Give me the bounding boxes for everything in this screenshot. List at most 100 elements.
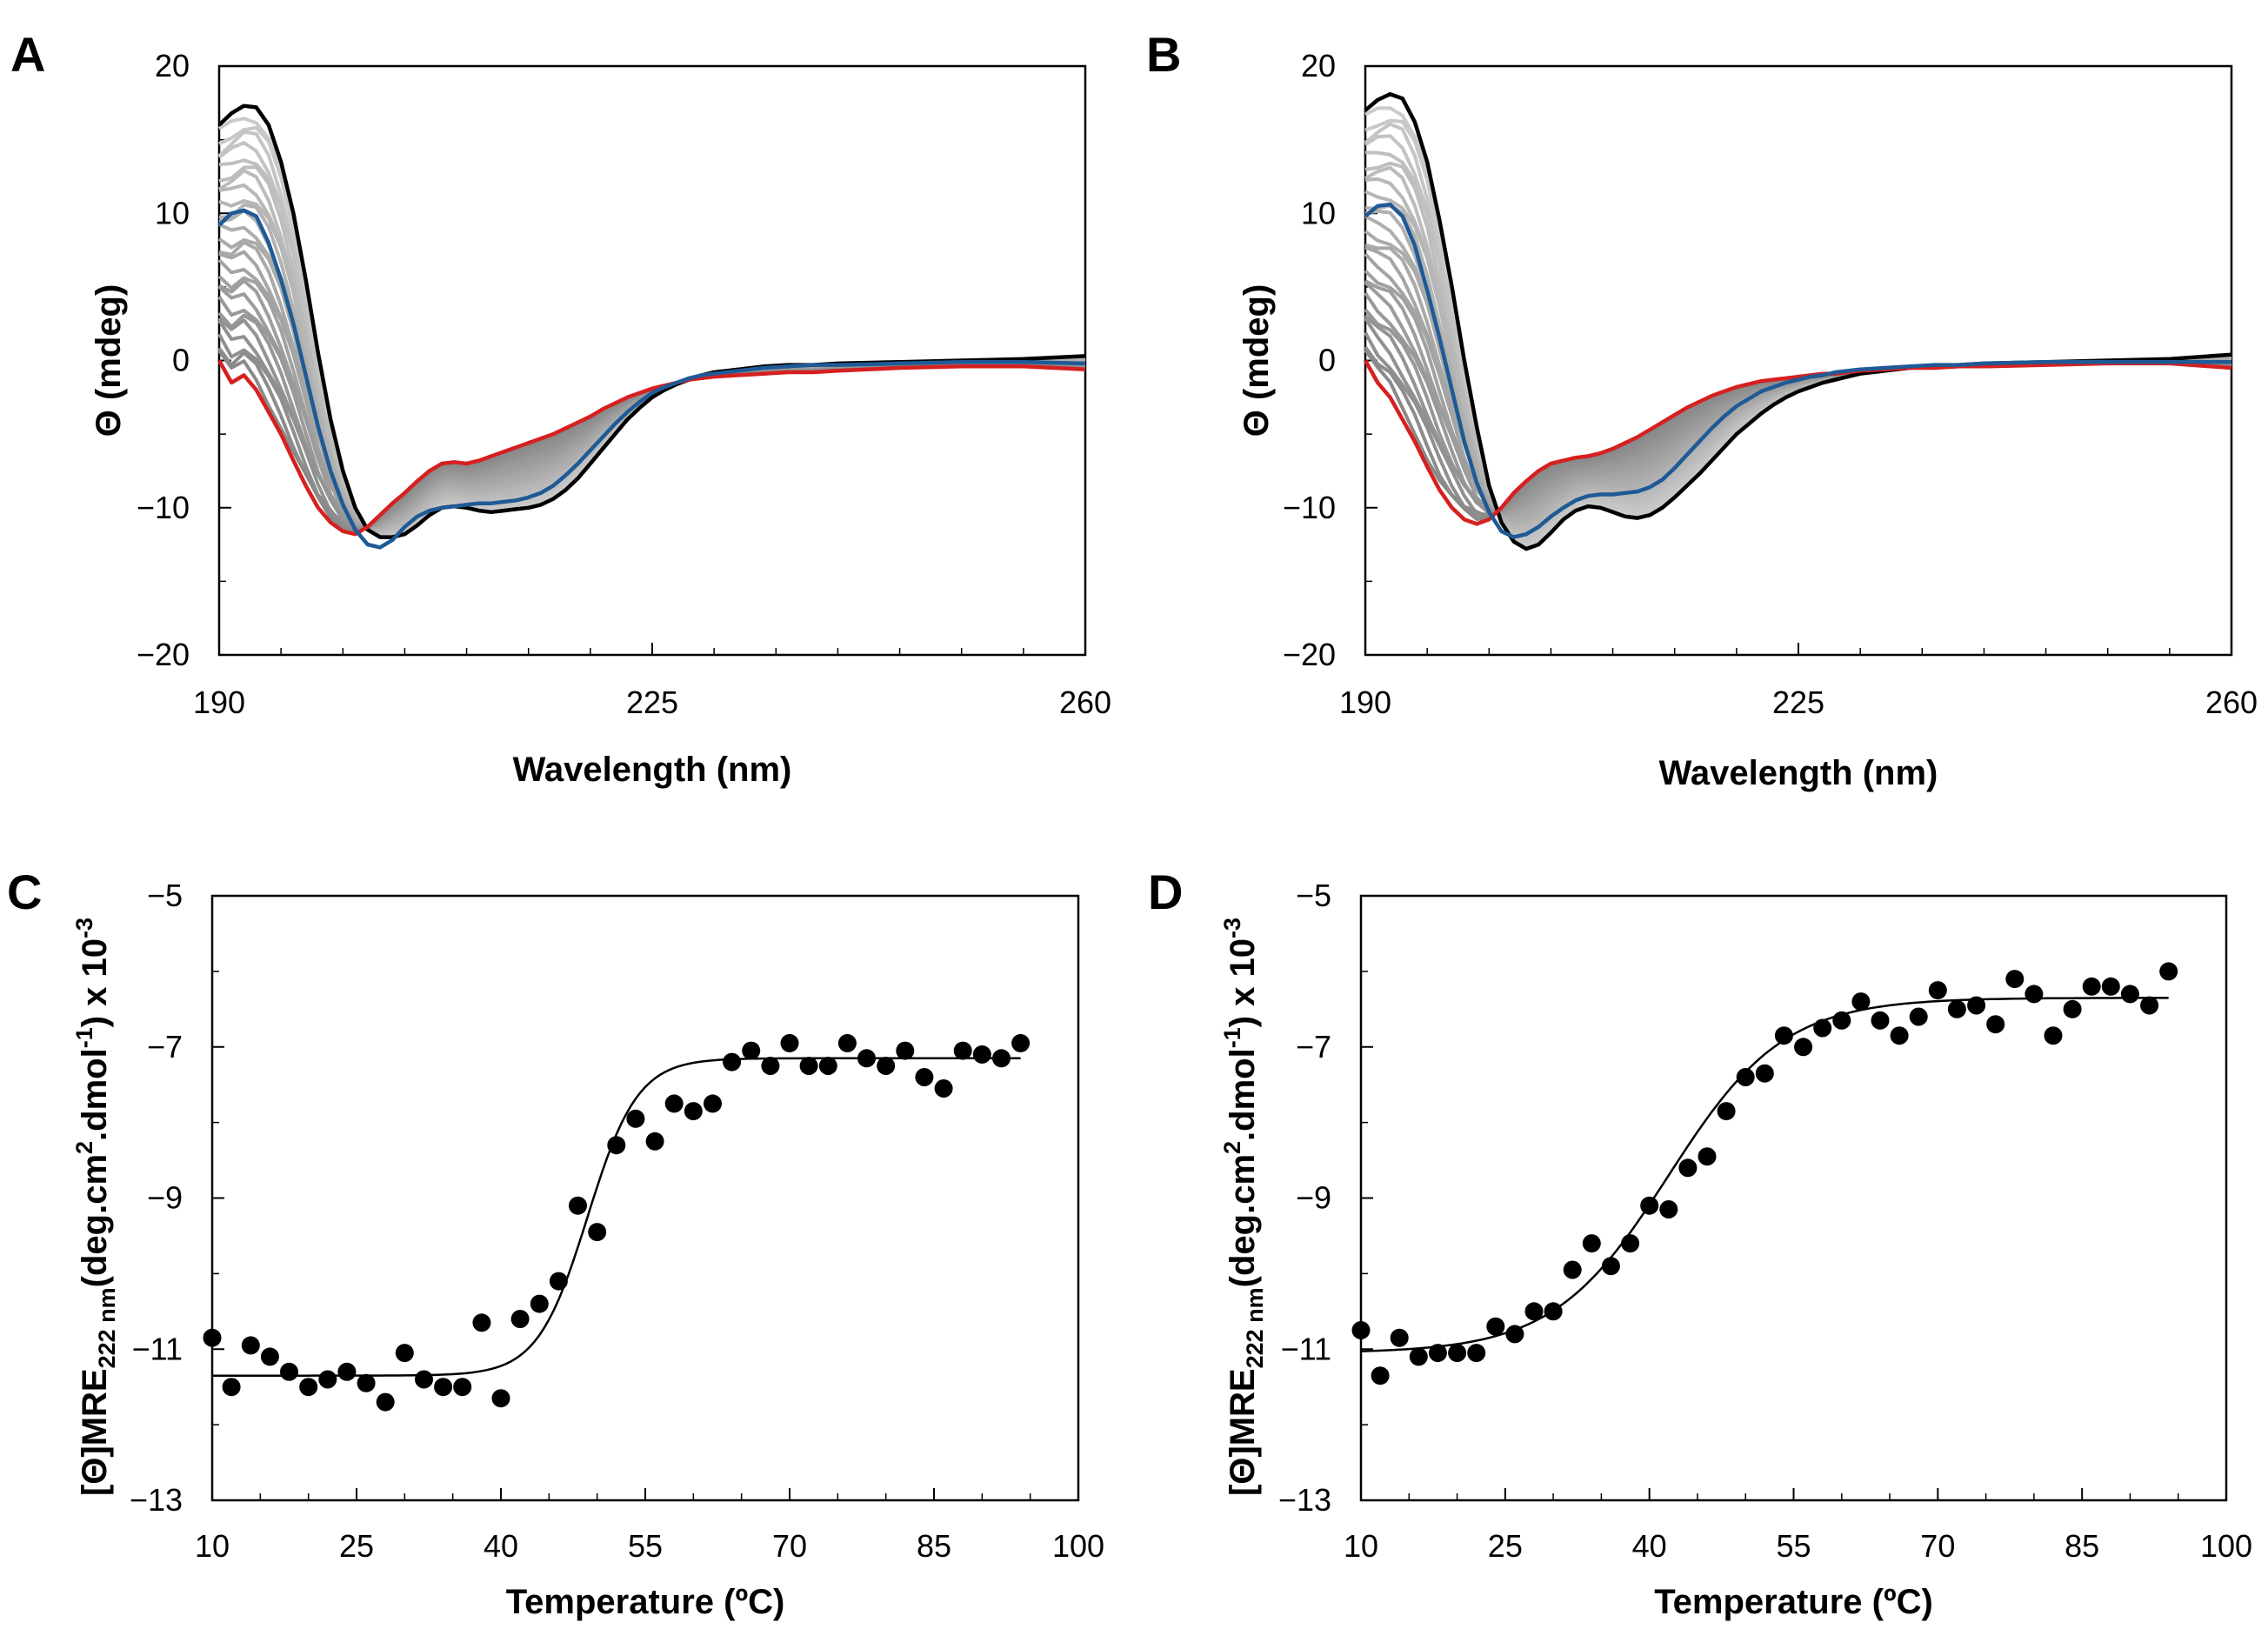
- data-point: [1448, 1344, 1467, 1363]
- data-point: [1467, 1344, 1486, 1363]
- data-point: [2082, 977, 2101, 996]
- panel-a: A −20 −10 0 10 20 190 225 260 Wavelength (nm) Θ (m…: [10, 27, 1111, 789]
- data-point: [318, 1370, 337, 1389]
- data-point: [1351, 1321, 1371, 1339]
- data-point: [434, 1378, 453, 1397]
- x-tick-label: 225: [626, 684, 678, 720]
- data-point: [2159, 962, 2178, 981]
- intermediate-spectrum-line: [1364, 150, 2232, 538]
- data-point: [1851, 992, 1871, 1011]
- fit-curve: [1360, 997, 2169, 1352]
- data-point: [395, 1344, 414, 1363]
- high-temperature-spectrum-line: [217, 359, 1086, 537]
- data-point: [1698, 1147, 1717, 1166]
- data-point: [453, 1378, 472, 1397]
- data-point: [1717, 1102, 1736, 1121]
- data-point: [1390, 1328, 1409, 1347]
- intermediate-spectrum-line: [1364, 118, 2232, 546]
- intermediate-spectrum-line: [218, 183, 1086, 533]
- data-point: [357, 1373, 376, 1392]
- data-point: [415, 1370, 433, 1389]
- x-tick-label: 10: [1344, 1528, 1378, 1564]
- data-point: [510, 1310, 530, 1328]
- data-point: [896, 1041, 915, 1060]
- x-tick-label: 40: [1632, 1528, 1667, 1564]
- low-temperature-spectrum-line: [217, 103, 1086, 539]
- y-tick-label: −13: [130, 1482, 183, 1518]
- data-point: [2025, 985, 2044, 1004]
- x-tick-label: 25: [339, 1528, 374, 1564]
- data-point: [569, 1196, 587, 1215]
- data-point: [780, 1033, 799, 1052]
- x-axis-title: Wavelength (nm): [513, 751, 792, 789]
- data-point: [2063, 999, 2082, 1018]
- low-temperature-spectrum-line: [1364, 91, 2232, 551]
- plot-frame: [210, 894, 1080, 1502]
- data-point: [1011, 1033, 1031, 1052]
- data-point: [1505, 1325, 1524, 1344]
- data-point: [1582, 1234, 1601, 1253]
- x-tick-label: 100: [2200, 1528, 2252, 1564]
- x-tick-label: 85: [917, 1528, 951, 1564]
- data-point: [1967, 996, 1986, 1015]
- intermediate-spectrum-line: [218, 125, 1086, 537]
- intermediate-spectrum-line: [217, 130, 1086, 537]
- data-point: [684, 1102, 703, 1121]
- y-tick-label: −11: [132, 1331, 183, 1366]
- panel-letter: D: [1148, 865, 1183, 919]
- data-point: [607, 1136, 626, 1155]
- y-axis-title-part: 2: [1219, 1141, 1245, 1154]
- data-point: [1774, 1026, 1793, 1045]
- data-point: [472, 1313, 491, 1332]
- intermediate-spectrum-line: [1364, 161, 2232, 536]
- data-point: [626, 1109, 645, 1128]
- data-point: [837, 1033, 857, 1052]
- y-axis-title-part: -3: [71, 918, 97, 938]
- x-tick-label: 70: [1920, 1528, 1955, 1564]
- data-point: [1678, 1158, 1698, 1178]
- x-tick-label: 100: [1052, 1528, 1104, 1564]
- intermediate-spectrum-line: [1364, 209, 2232, 524]
- y-axis-title-part: (deg.cm: [1224, 1154, 1262, 1287]
- y-axis-title: [Θ]MRE222 nm(deg.cm2.dmol-1) x 10-3: [1219, 918, 1268, 1496]
- data-point: [241, 1336, 260, 1355]
- data-point: [1890, 1026, 1909, 1045]
- intermediate-spectrum-line: [1364, 317, 2232, 517]
- y-tick-label: 0: [1318, 343, 1336, 378]
- data-point: [1794, 1038, 1813, 1057]
- data-point: [1928, 981, 1947, 1000]
- y-tick-label: 0: [172, 343, 190, 378]
- intermediate-spectrum-line: [1364, 122, 2232, 544]
- y-tick-label: −20: [137, 637, 190, 672]
- x-tick-label: 190: [193, 684, 245, 720]
- intermediate-spectrum-line: [218, 165, 1086, 534]
- y-axis-title-part: .dmol: [1224, 1048, 1262, 1141]
- intermediate-spectrum-line: [1364, 291, 2232, 514]
- data-point: [1409, 1347, 1428, 1366]
- data-point: [799, 1057, 818, 1075]
- y-axis-title-part: 2: [71, 1141, 97, 1154]
- data-point: [491, 1389, 510, 1408]
- intermediate-spectrum-line: [217, 117, 1086, 538]
- data-point: [2140, 996, 2159, 1015]
- fit-curve: [212, 1057, 1021, 1377]
- y-axis-title-part: [Θ]MRE: [1224, 1368, 1262, 1496]
- intermediate-spectrum-line: [1364, 308, 2232, 514]
- y-tick-label: −10: [137, 490, 190, 525]
- data-point: [530, 1294, 549, 1313]
- y-axis-title-part: -3: [1219, 918, 1245, 938]
- y-tick-label: −5: [1296, 878, 1331, 913]
- data-point: [1371, 1366, 1390, 1385]
- data-point: [376, 1392, 395, 1412]
- x-tick-label: 85: [2065, 1528, 2099, 1564]
- y-axis-title-part: ) x 10: [76, 938, 114, 1027]
- data-point: [915, 1068, 934, 1086]
- intermediate-spectrum-line: [217, 169, 1086, 533]
- data-point: [1621, 1234, 1640, 1253]
- x-tick-label: 55: [1776, 1528, 1811, 1564]
- x-tick-label: 40: [484, 1528, 518, 1564]
- y-tick-label: −5: [147, 878, 183, 913]
- data-point: [203, 1328, 222, 1347]
- x-tick-label: 10: [195, 1528, 230, 1564]
- data-point: [1659, 1200, 1678, 1218]
